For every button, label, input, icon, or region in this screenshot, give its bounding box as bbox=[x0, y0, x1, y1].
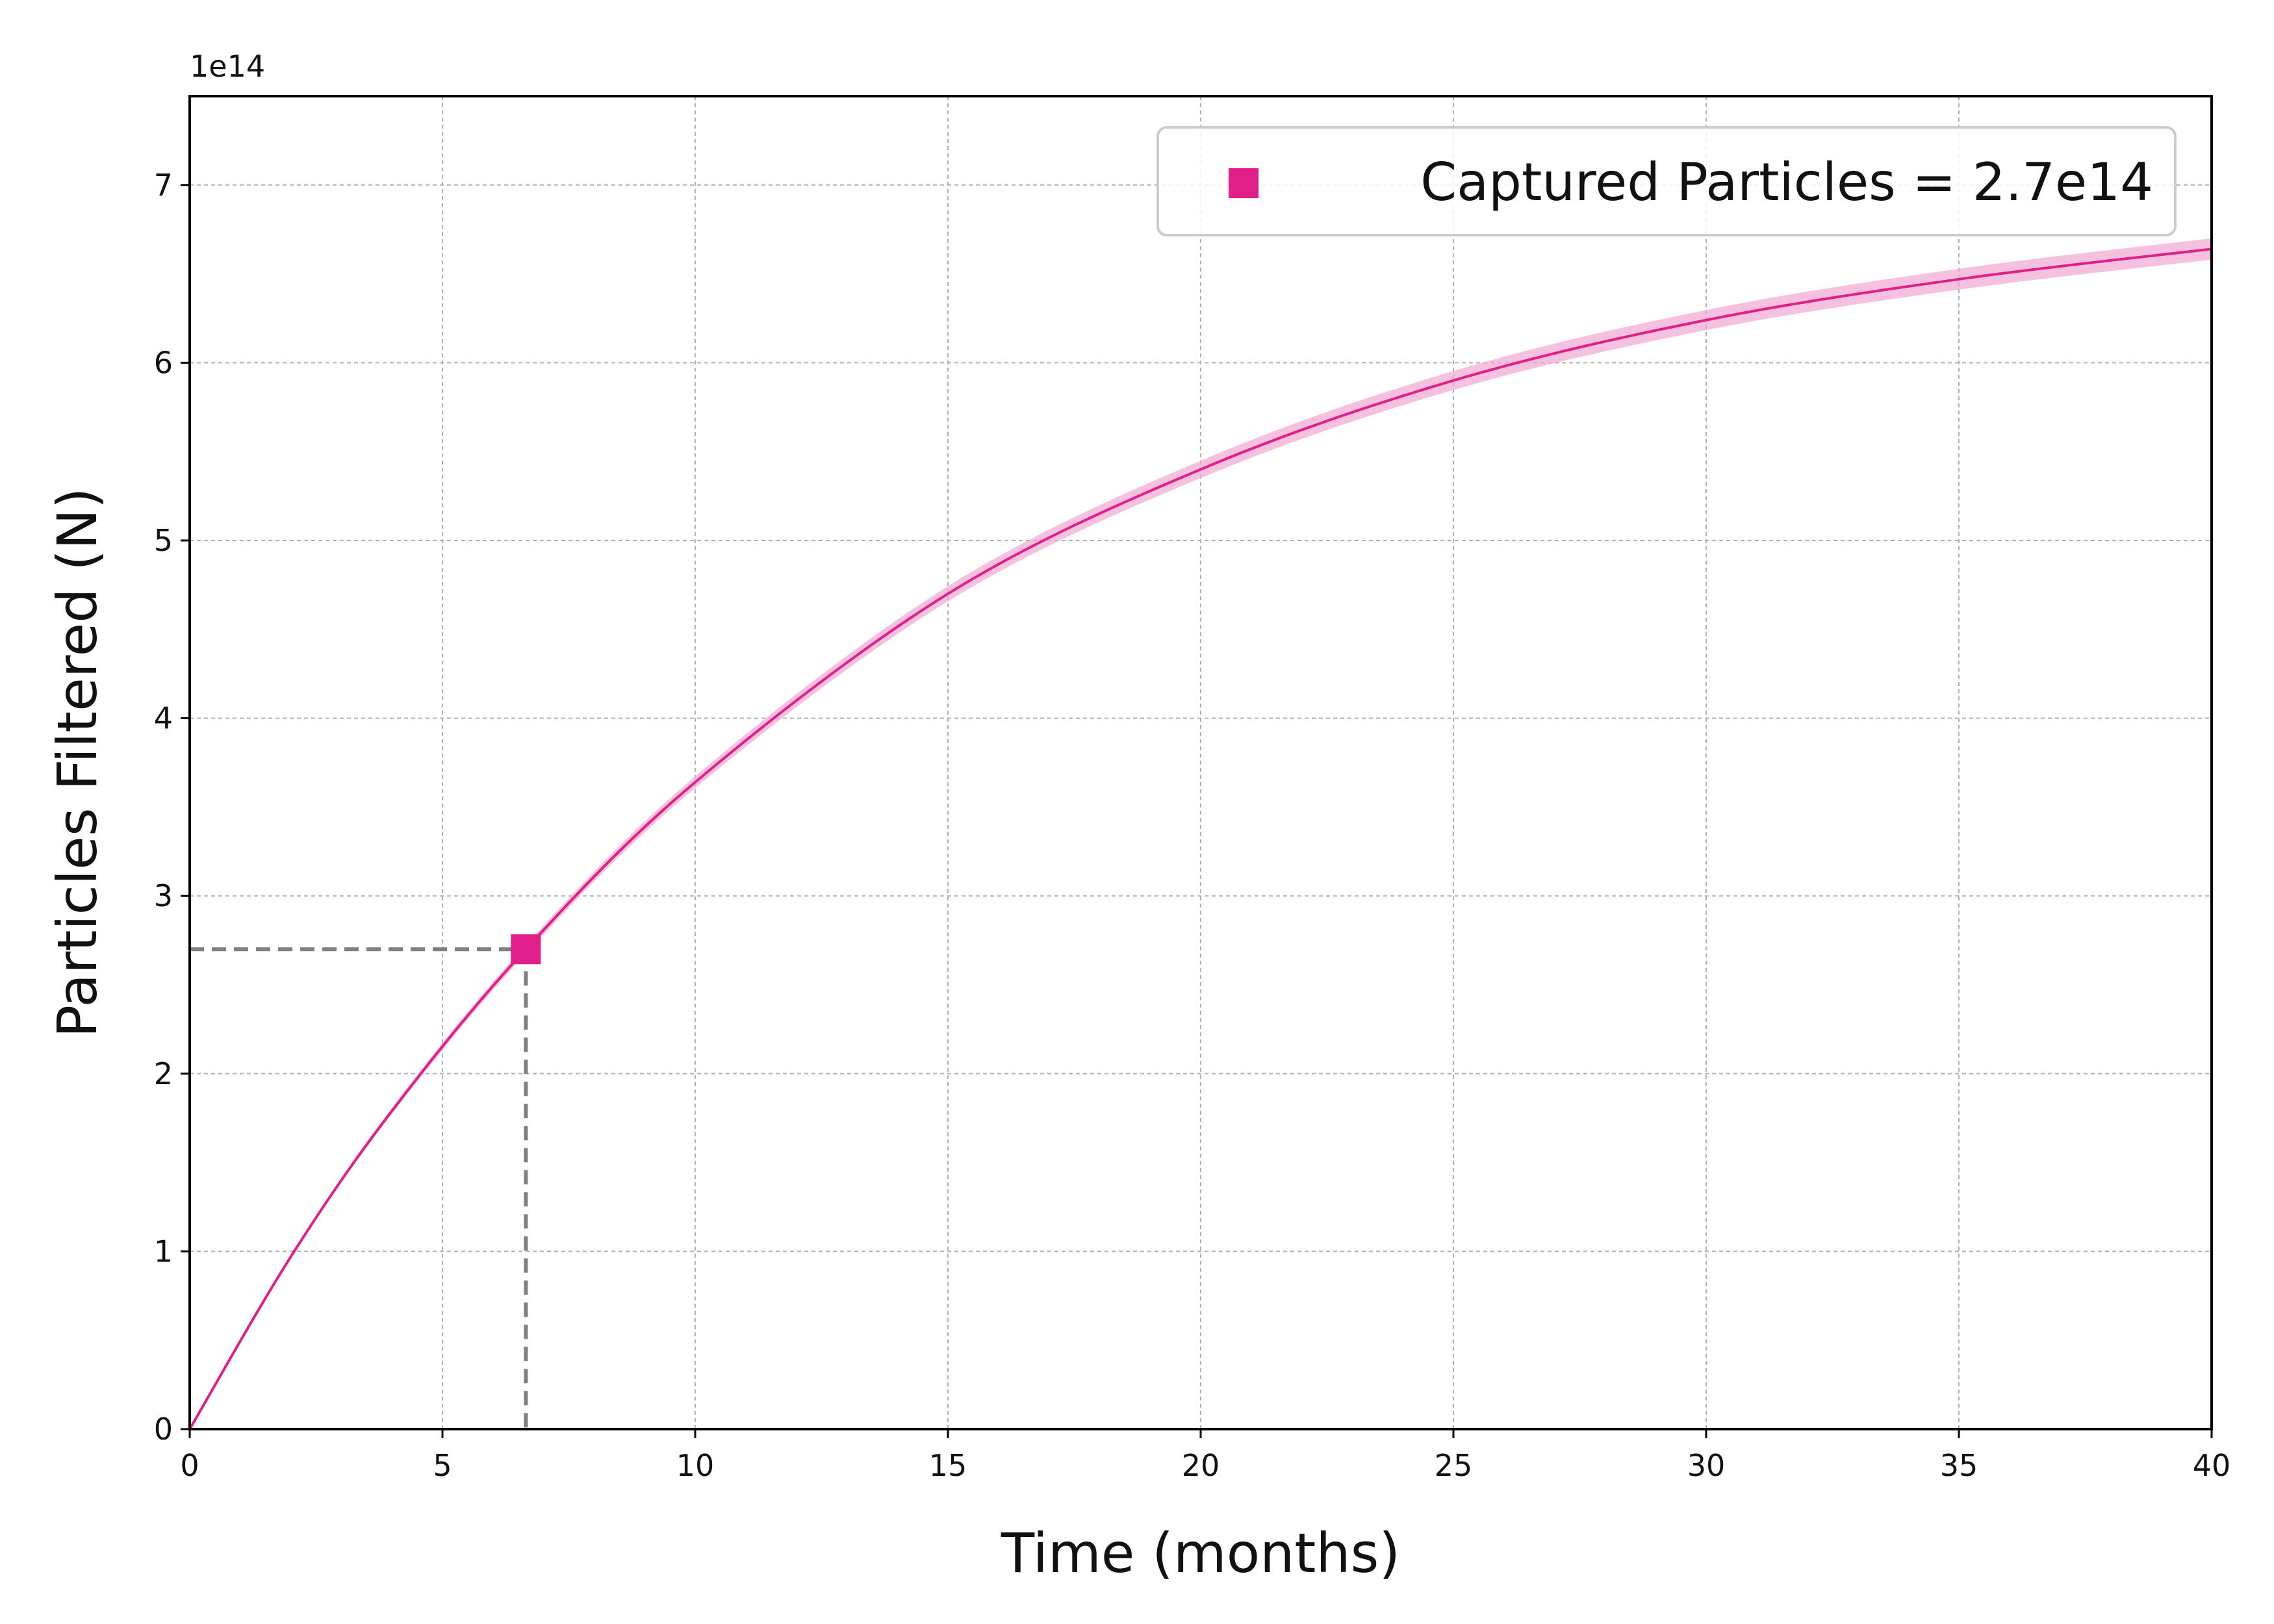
y-tick-label: 3 bbox=[154, 878, 173, 913]
legend-marker bbox=[1229, 168, 1258, 198]
y-tick-label: 6 bbox=[154, 345, 173, 380]
legend-label: Captured Particles = 2.7e14 bbox=[1420, 152, 2153, 212]
x-tick-label: 5 bbox=[433, 1448, 452, 1483]
x-tick-label: 35 bbox=[1940, 1448, 1978, 1483]
guide-lines bbox=[190, 947, 528, 1429]
x-tick-label: 15 bbox=[929, 1448, 967, 1483]
x-axis-label: Time (months) bbox=[1001, 1521, 1400, 1585]
legend: Captured Particles = 2.7e14 bbox=[1156, 126, 2177, 236]
y-offset-label: 1e14 bbox=[190, 49, 265, 84]
y-tick-label: 5 bbox=[154, 523, 173, 558]
confidence-band bbox=[190, 238, 2212, 1429]
x-tick-label: 10 bbox=[676, 1448, 715, 1483]
ticks: 0 5 10 15 20 25 30 35 40 0 1 2 3 4 5 6 7 bbox=[154, 168, 2231, 1483]
series-line bbox=[188, 247, 2212, 1430]
y-tick-label: 7 bbox=[154, 168, 173, 203]
markers bbox=[511, 934, 541, 965]
x-tick-label: 30 bbox=[1687, 1448, 1726, 1483]
y-tick-label: 4 bbox=[154, 701, 173, 736]
y-tick-label: 0 bbox=[154, 1412, 173, 1447]
y-axis-label: Particles Filtered (N) bbox=[45, 487, 109, 1037]
confidence-band-area bbox=[190, 238, 2212, 1429]
x-tick-label: 40 bbox=[2193, 1448, 2231, 1483]
x-tick-label: 25 bbox=[1435, 1448, 1473, 1483]
y-tick-label: 2 bbox=[154, 1056, 173, 1091]
x-tick-label: 20 bbox=[1182, 1448, 1220, 1483]
series bbox=[188, 247, 2212, 1430]
legend-box bbox=[1156, 126, 2177, 236]
captured-particles-marker bbox=[511, 934, 541, 965]
x-tick-label: 0 bbox=[180, 1448, 199, 1483]
y-tick-label: 1 bbox=[154, 1234, 173, 1269]
